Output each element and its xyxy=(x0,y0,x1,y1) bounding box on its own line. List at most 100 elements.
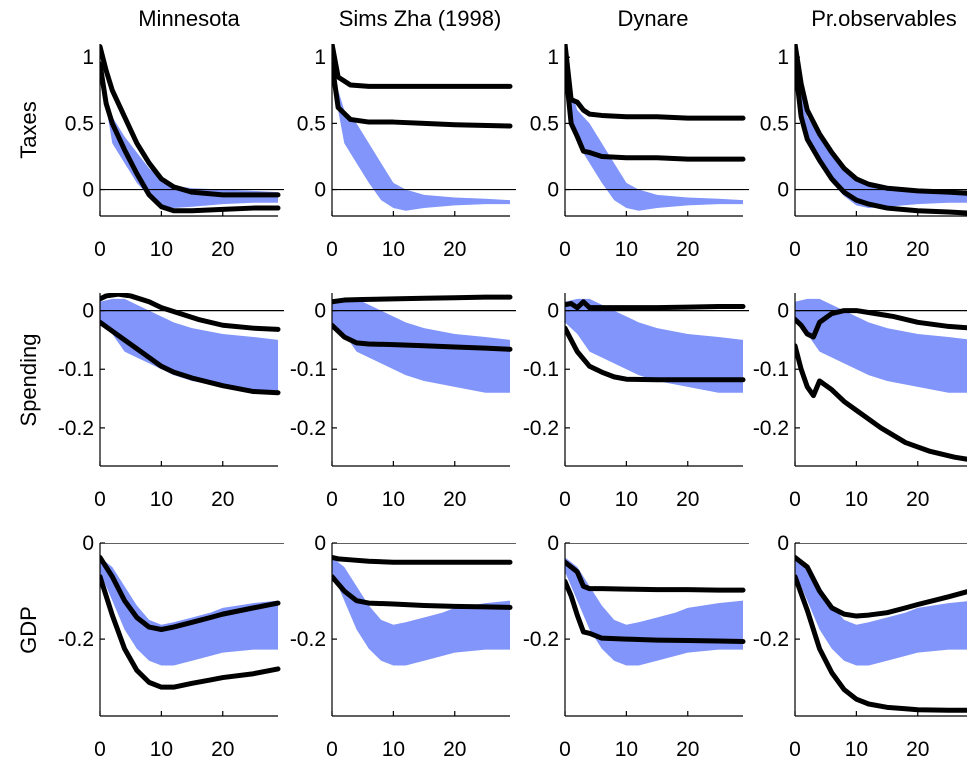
confidence-band xyxy=(565,557,743,666)
x-tick-label: 0 xyxy=(326,488,338,511)
x-tick-label: 20 xyxy=(443,488,466,511)
row-labels: Taxes Spending GDP xyxy=(16,101,41,654)
x-tick-label: 0 xyxy=(789,738,801,761)
col-title-pr-observables: Pr.observables xyxy=(811,6,957,31)
panel-taxes-2: 00.510 10 20 xyxy=(297,44,516,261)
y-tick-label: 0 xyxy=(777,300,789,323)
panel-gdp-4: -0.2 0 0 10 20 xyxy=(753,532,967,761)
x-tick-label: 10 xyxy=(150,488,173,511)
y-tick-label: 0 xyxy=(314,532,326,555)
x-tick-label: 20 xyxy=(676,738,699,761)
irf-line-upper xyxy=(100,293,281,332)
x-tick-label: 10 xyxy=(150,738,173,761)
x-tick-label: 0 xyxy=(326,738,338,761)
x-tick-label: 0 xyxy=(559,738,571,761)
y-tick-label: -0.2 xyxy=(290,628,326,651)
plot-area xyxy=(565,44,749,211)
y-tick-label: 0 xyxy=(547,179,559,202)
plot-area xyxy=(100,293,284,396)
irf-line-upper xyxy=(332,44,513,89)
y-tick-label: -0.2 xyxy=(58,628,94,651)
x-tick-label: 10 xyxy=(845,738,868,761)
column-titles: Minnesota Sims Zha (1998) Dynare Pr.obse… xyxy=(138,6,957,31)
confidence-band xyxy=(100,557,278,666)
irf-line-upper xyxy=(100,554,281,632)
panel-taxes-3: 00.510 10 20 xyxy=(530,44,749,261)
irf-line-lower xyxy=(332,322,513,352)
x-tick-label: 0 xyxy=(94,488,106,511)
confidence-band xyxy=(795,298,967,393)
x-tick-label: 20 xyxy=(211,738,234,761)
plot-area xyxy=(565,298,749,393)
plot-area xyxy=(795,543,967,713)
x-tick-label: 0 xyxy=(789,238,801,261)
y-tick-label: 1 xyxy=(314,46,326,69)
panel-spending-1: -0.2 -0.1 0 0 10 20 xyxy=(58,293,284,511)
irf-line-upper xyxy=(332,294,513,305)
y-tick-label: -0.2 xyxy=(753,628,789,651)
row-label-spending: Spending xyxy=(16,334,41,427)
x-tick-label: 10 xyxy=(615,238,638,261)
irf-line-lower xyxy=(795,61,967,216)
y-tick-label: 0.5 xyxy=(297,112,326,135)
y-tick-label: -0.1 xyxy=(753,358,789,381)
y-tick-label: 1 xyxy=(777,46,789,69)
x-tick-label: 20 xyxy=(906,738,929,761)
y-tick-label: 0 xyxy=(82,300,94,323)
confidence-band xyxy=(332,70,510,211)
x-tick-label: 20 xyxy=(443,238,466,261)
y-tick-label: 1 xyxy=(82,46,94,69)
irf-line-lower xyxy=(795,574,967,713)
irf-line-lower xyxy=(332,61,513,129)
y-tick-label: -0.2 xyxy=(523,628,559,651)
y-tick-label: 0 xyxy=(777,179,789,202)
irf-line-lower xyxy=(565,578,746,645)
y-tick-label: 0 xyxy=(82,179,94,202)
y-tick-label: 1 xyxy=(547,46,559,69)
x-tick-label: 0 xyxy=(94,238,106,261)
col-title-minnesota: Minnesota xyxy=(138,6,240,31)
irf-line-lower xyxy=(100,319,281,396)
irf-line-upper xyxy=(100,44,281,198)
y-tick-label: 0.5 xyxy=(760,112,789,135)
plot-area xyxy=(332,294,516,393)
irf-line-upper xyxy=(795,44,967,196)
irf-line-lower xyxy=(795,343,967,462)
irf-line-lower xyxy=(565,325,746,383)
y-tick-label: -0.2 xyxy=(523,417,559,440)
irf-line-lower xyxy=(100,61,281,214)
y-tick-label: -0.2 xyxy=(290,417,326,440)
panel-taxes-1: 00.510 10 20 xyxy=(65,44,284,261)
x-tick-label: 10 xyxy=(615,738,638,761)
y-tick-label: 0 xyxy=(314,179,326,202)
confidence-band xyxy=(795,70,967,209)
x-tick-label: 10 xyxy=(150,238,173,261)
panel-gdp-2: -0.2 0 0 10 20 xyxy=(290,532,516,761)
plot-area xyxy=(565,543,749,666)
y-tick-label: 0 xyxy=(547,300,559,323)
col-title-sims-zha: Sims Zha (1998) xyxy=(339,6,502,31)
confidence-band xyxy=(565,298,743,393)
x-tick-label: 20 xyxy=(906,238,929,261)
x-tick-label: 20 xyxy=(211,488,234,511)
confidence-band xyxy=(100,70,278,209)
x-tick-label: 10 xyxy=(845,238,868,261)
confidence-band xyxy=(565,70,743,211)
x-tick-label: 10 xyxy=(382,238,405,261)
panel-gdp-1: -0.2 0 0 10 20 xyxy=(58,532,284,761)
x-tick-label: 10 xyxy=(382,738,405,761)
plot-area xyxy=(100,44,284,214)
row-label-gdp: GDP xyxy=(16,606,41,654)
plot-area xyxy=(100,543,284,690)
confidence-band xyxy=(795,557,967,666)
x-tick-label: 0 xyxy=(789,488,801,511)
x-tick-label: 20 xyxy=(443,738,466,761)
y-tick-label: -0.1 xyxy=(523,358,559,381)
irf-line-lower xyxy=(332,574,513,610)
irf-line-lower xyxy=(100,574,281,690)
confidence-band xyxy=(100,298,278,393)
x-tick-label: 20 xyxy=(906,488,929,511)
y-tick-label: 0.5 xyxy=(530,112,559,135)
x-tick-label: 10 xyxy=(615,488,638,511)
